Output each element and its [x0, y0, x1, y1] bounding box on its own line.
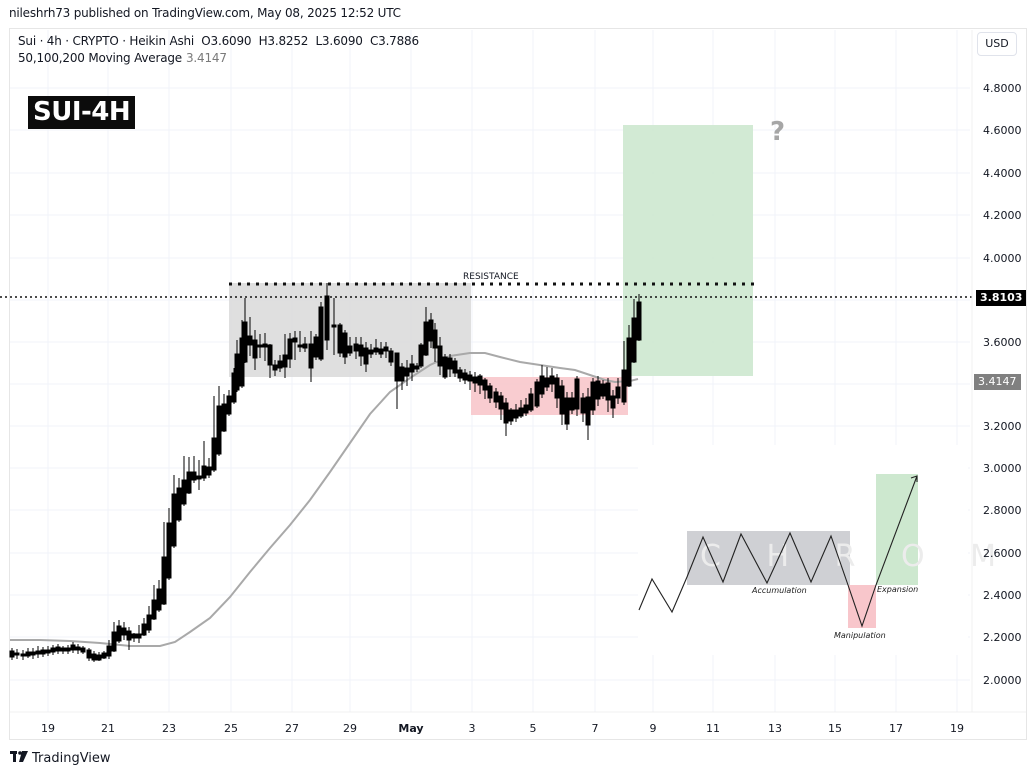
- price-tick: 2.8000: [983, 504, 1022, 517]
- tradingview-mark-icon: [10, 751, 28, 766]
- ohlc-close: C3.7886: [369, 34, 419, 48]
- tradingview-brand: TradingView: [32, 751, 111, 766]
- last-price-tag: 3.8103: [976, 290, 1027, 306]
- time-tick: 5: [530, 722, 537, 735]
- price-axis[interactable]: 4.8000 4.6000 4.4000 4.2000 4.0000 3.600…: [983, 82, 1022, 687]
- price-tick: 2.2000: [983, 631, 1022, 644]
- expansion-label: Expansion: [877, 585, 918, 594]
- manipulation-label: Manipulation: [834, 631, 886, 640]
- moving-average-line[interactable]: [10, 352, 639, 647]
- time-tick: 19: [950, 722, 964, 735]
- ma-price-tag: 3.4147: [974, 374, 1021, 390]
- amd-schematic-inset: C H R O M A: [638, 445, 1036, 655]
- ma-label: 50,100,200 Moving Average: [18, 51, 182, 65]
- time-tick: 23: [162, 722, 176, 735]
- ohlc-open: O3.6090: [201, 34, 252, 48]
- time-tick: 9: [650, 722, 657, 735]
- time-tick: 25: [224, 722, 238, 735]
- published-byline: nileshrh73 published on TradingView.com,…: [9, 6, 401, 20]
- time-tick: 21: [101, 722, 115, 735]
- expansion-target-zone: [623, 125, 753, 376]
- time-tick: 13: [768, 722, 782, 735]
- price-tick: 3.2000: [983, 420, 1022, 433]
- price-tick: 4.2000: [983, 209, 1022, 222]
- heikin-ashi-candles[interactable]: [9, 283, 642, 662]
- time-tick: 19: [41, 722, 55, 735]
- ma-value: 3.4147: [185, 51, 227, 65]
- question-mark: ?: [770, 117, 785, 147]
- price-tick: 2.6000: [983, 547, 1022, 560]
- time-tick: 17: [889, 722, 903, 735]
- time-tick: 3: [469, 722, 476, 735]
- time-tick: 7: [592, 722, 599, 735]
- indicator-legend[interactable]: 50,100,200 Moving Average 3.4147: [18, 51, 227, 65]
- price-tick: 4.4000: [983, 167, 1022, 180]
- tradingview-logo[interactable]: TradingView: [10, 751, 111, 766]
- time-tick: 27: [285, 722, 299, 735]
- time-tick: 11: [706, 722, 720, 735]
- ohlc-high: H3.8252: [258, 34, 309, 48]
- price-tick: 3.0000: [983, 462, 1022, 475]
- price-tick: 2.4000: [983, 589, 1022, 602]
- svg-text:C H R O M A: C H R O M A: [700, 539, 1036, 574]
- symbol-legend[interactable]: Sui · 4h · CRYPTO · Heikin Ashi O3.6090 …: [18, 34, 419, 48]
- time-tick: 29: [343, 722, 357, 735]
- time-tick: 15: [828, 722, 842, 735]
- resistance-label: RESISTANCE: [463, 272, 519, 282]
- schematic-accumulation-box: [687, 531, 850, 585]
- accumulation-label: Accumulation: [751, 586, 807, 595]
- time-axis[interactable]: 19 21 23 25 27 29 May 3 5 7 9 11 13 15 1…: [41, 722, 964, 735]
- title-badge: SUI-4H: [28, 96, 136, 129]
- currency-button[interactable]: USD: [977, 32, 1017, 56]
- price-tick: 4.0000: [983, 252, 1022, 265]
- ohlc-low: L3.6090: [315, 34, 363, 48]
- schematic-manipulation-box: [848, 585, 876, 628]
- price-tick: 3.6000: [983, 336, 1022, 349]
- time-tick: May: [398, 722, 423, 735]
- price-tick: 2.0000: [983, 674, 1022, 687]
- schematic-path: [638, 475, 918, 628]
- price-tick: 4.6000: [983, 124, 1022, 137]
- symbol-info: Sui · 4h · CRYPTO · Heikin Ashi: [18, 34, 195, 48]
- price-tick: 4.8000: [983, 82, 1022, 95]
